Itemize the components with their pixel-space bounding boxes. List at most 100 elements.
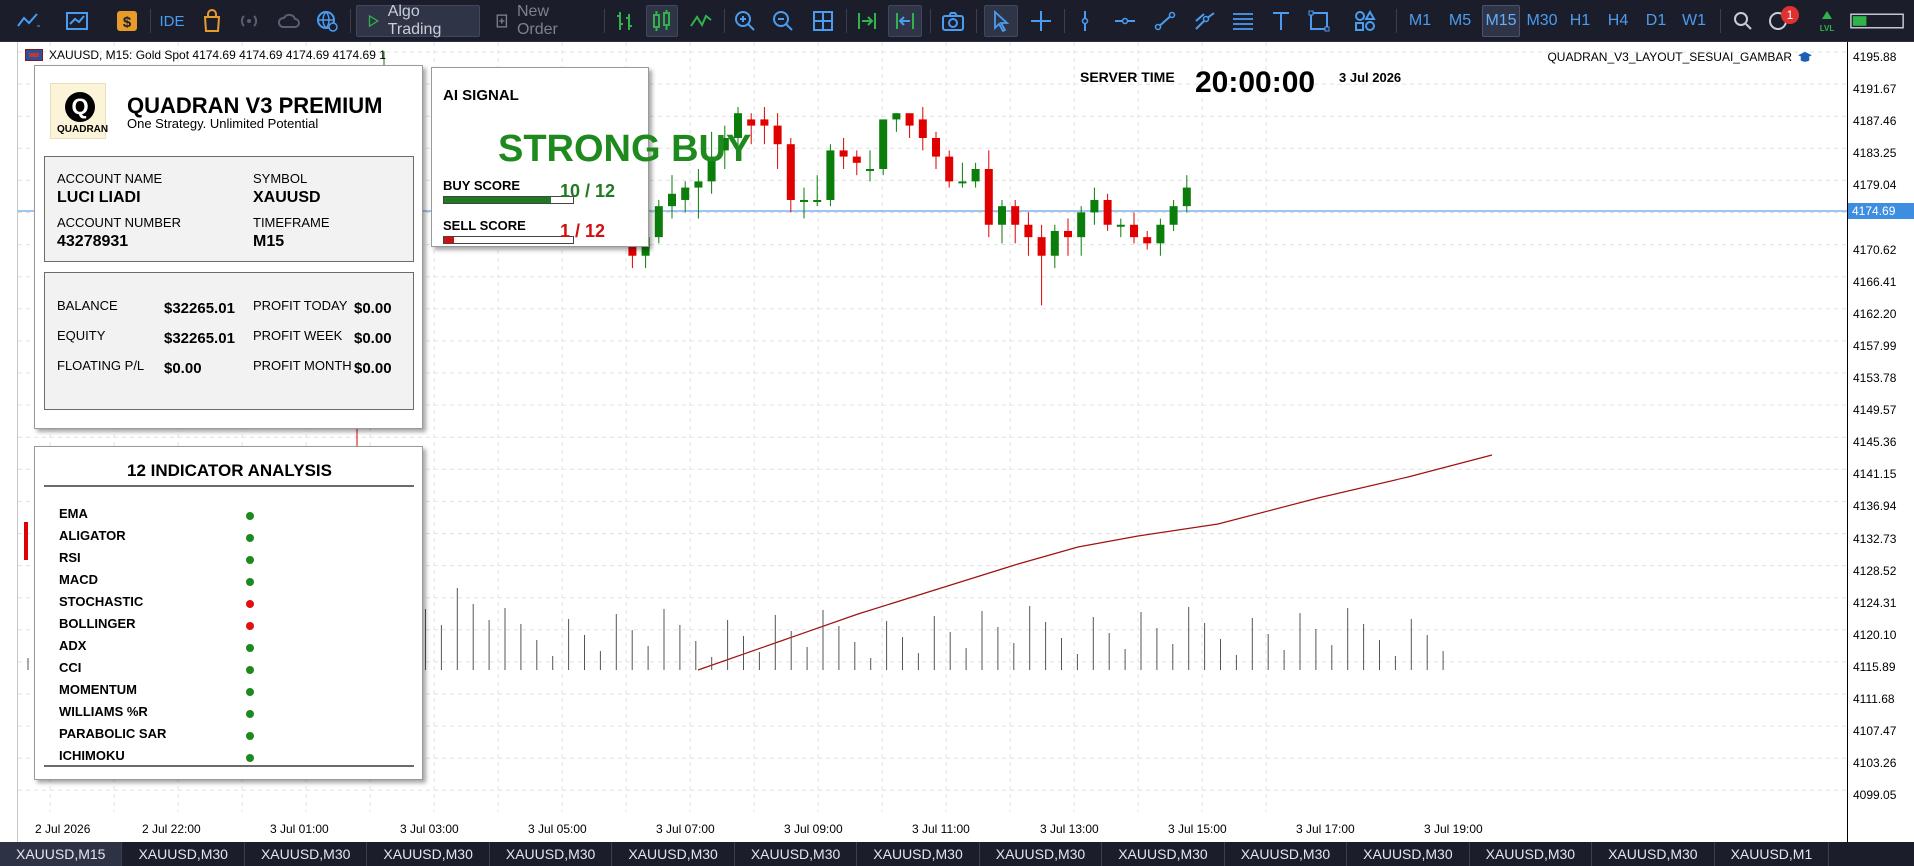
screenshot-camera-icon[interactable]: [938, 5, 968, 37]
chart-symbol-header: XAUUSD, M15: Gold Spot 4174.69 4174.69 4…: [25, 48, 386, 62]
level-icon[interactable]: LVL: [1812, 5, 1842, 37]
candlestick-chart-icon[interactable]: [646, 5, 678, 37]
market-bag-icon[interactable]: [198, 5, 226, 37]
cursor-arrow-icon[interactable]: [984, 5, 1018, 37]
cloud-icon[interactable]: [274, 5, 304, 37]
indicator-status-dot: [246, 534, 254, 542]
shapes-icon[interactable]: [1304, 5, 1334, 37]
server-time-label: SERVER TIME: [1080, 69, 1175, 85]
chart-tab[interactable]: XAUUSD,M30: [1592, 842, 1715, 866]
chart-tab[interactable]: XAUUSD,M30: [735, 842, 858, 866]
candle-body: [984, 168, 993, 225]
candle-body: [1011, 206, 1020, 225]
chart-tab[interactable]: XAUUSD,M30: [1225, 842, 1348, 866]
vertical-line-icon[interactable]: [1070, 5, 1100, 37]
timeframe-m1[interactable]: M1: [1408, 12, 1432, 29]
timeframe-w1[interactable]: W1: [1682, 12, 1706, 29]
crosshair-icon[interactable]: [1026, 5, 1056, 37]
ai-signal-title: AI SIGNAL: [443, 87, 519, 104]
time-tick-label: 2 Jul 22:00: [142, 822, 201, 836]
objects-menu-icon[interactable]: [1342, 5, 1388, 37]
zoom-out-icon[interactable]: [768, 5, 798, 37]
search-icon[interactable]: [1728, 5, 1758, 37]
bar-chart-icon[interactable]: [610, 5, 640, 37]
candle-body: [747, 119, 756, 126]
price-tick-label: 4157.99: [1853, 338, 1897, 353]
trendline-icon[interactable]: [1150, 5, 1180, 37]
dashboard-title: QUADRAN V3 PREMIUM: [127, 93, 383, 118]
price-tick-label: 4132.73: [1853, 531, 1897, 546]
chart-tab[interactable]: XAUUSD,M15: [0, 842, 123, 866]
chart-tab[interactable]: XAUUSD,M30: [1347, 842, 1470, 866]
dashboard-subtitle: One Strategy. Unlimited Potential: [127, 116, 319, 131]
graduation-cap-icon: [1798, 51, 1812, 62]
indicator-name: BOLLINGER: [59, 616, 136, 631]
line-chart-menu-icon[interactable]: [8, 5, 48, 37]
chart-tab[interactable]: XAUUSD,M30: [490, 842, 613, 866]
price-tick-label: 4141.15: [1853, 467, 1897, 482]
indicator-status-dot: [246, 710, 254, 718]
chart-tab[interactable]: XAUUSD,M1: [1715, 842, 1830, 866]
price-tick-label: 4120.10: [1853, 627, 1897, 642]
price-tick-label: 4115.89: [1853, 659, 1896, 674]
candle-body: [786, 144, 795, 200]
connection-status-icon[interactable]: [1848, 5, 1908, 37]
chart-tab[interactable]: XAUUSD,M30: [1470, 842, 1593, 866]
zoom-in-icon[interactable]: [730, 5, 760, 37]
new-order-button[interactable]: New Order: [486, 3, 598, 38]
indicator-status-dot: [246, 622, 254, 630]
balance-label: BALANCE: [57, 298, 118, 313]
indicator-divider-bottom: [44, 765, 414, 767]
channel-icon[interactable]: [1190, 5, 1220, 37]
timeframe-m15[interactable]: M15: [1482, 5, 1520, 37]
layout-name-text: QUADRAN_V3_LAYOUT_SESUAI_GAMBAR: [1547, 50, 1792, 64]
ide-button[interactable]: IDE: [154, 5, 190, 37]
timeframe-m30[interactable]: M30: [1526, 12, 1558, 29]
timeframe-m5[interactable]: M5: [1448, 12, 1472, 29]
dollar-icon[interactable]: $: [112, 5, 142, 37]
timeframe-value: M15: [253, 233, 285, 250]
chart-tab[interactable]: XAUUSD,M30: [245, 842, 368, 866]
chart-shift-icon[interactable]: [888, 5, 922, 37]
chart-template-icon[interactable]: [58, 5, 96, 37]
vps-globe-icon[interactable]: [312, 5, 342, 37]
quadran-logo: Q QUADRAN: [50, 83, 108, 139]
chart-tab[interactable]: XAUUSD,M30: [980, 842, 1103, 866]
timeframe-h4[interactable]: H4: [1607, 12, 1629, 29]
chart-tab[interactable]: XAUUSD,M30: [857, 842, 980, 866]
chart-tab[interactable]: XAUUSD,M30: [612, 842, 735, 866]
indicator-name: STOCHASTIC: [59, 594, 144, 609]
timeframe-h1[interactable]: H1: [1569, 12, 1591, 29]
indicator-row: MOMENTUM: [59, 679, 289, 701]
auto-scroll-icon[interactable]: [852, 5, 882, 37]
line-chart-icon[interactable]: [686, 5, 716, 37]
horizontal-line-icon[interactable]: [1110, 5, 1140, 37]
candle-body: [1143, 237, 1152, 244]
indicator-row: STOCHASTIC: [59, 591, 289, 613]
account-number: 43278931: [57, 233, 129, 250]
time-tick-label: 2 Jul 2026: [35, 822, 91, 836]
chart-tab[interactable]: XAUUSD,M30: [1102, 842, 1225, 866]
chart-tab[interactable]: XAUUSD,M30: [122, 842, 245, 866]
algo-trading-button[interactable]: Algo Trading: [356, 3, 480, 38]
signal-verdict: STRONG BUY: [498, 128, 752, 170]
candle-body: [707, 156, 716, 182]
signals-icon[interactable]: [234, 5, 264, 37]
price-tick-label: 4166.41: [1853, 274, 1897, 289]
candle-body: [1037, 237, 1046, 256]
chart-tab[interactable]: XAUUSD,M30: [367, 842, 490, 866]
candle-body: [1182, 187, 1191, 207]
buy-score-bar: [443, 196, 574, 204]
tile-windows-icon[interactable]: [808, 5, 838, 37]
fibonacci-icon[interactable]: [1228, 5, 1258, 37]
candle-body: [24, 522, 28, 560]
floating-pl-label: FLOATING P/L: [57, 358, 145, 373]
indicator-row: ICHIMOKU: [59, 745, 289, 767]
timeframe-d1[interactable]: D1: [1645, 12, 1667, 29]
candle-body: [734, 113, 742, 139]
indicator-status-dot: [246, 600, 254, 608]
candle-body: [1077, 212, 1086, 238]
price-axis[interactable]: 4195.88 4191.67 4187.46 4183.25 4179.04 4170.…: [1847, 42, 1914, 842]
text-tool-icon[interactable]: [1266, 5, 1296, 37]
candle-body: [654, 206, 663, 238]
